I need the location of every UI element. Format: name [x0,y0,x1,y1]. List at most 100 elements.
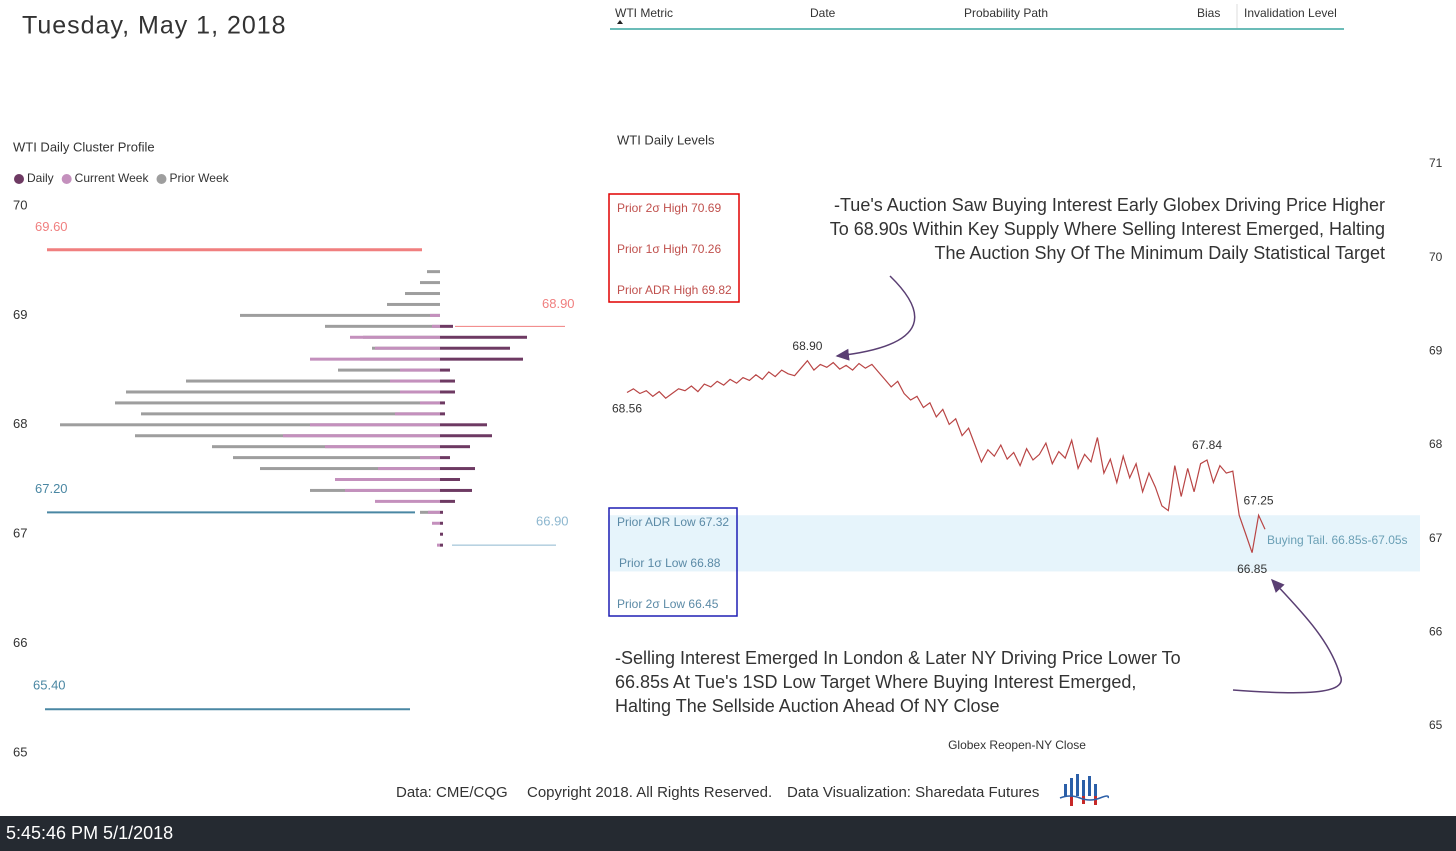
status-bar [0,816,1456,851]
profile-bar [240,313,440,317]
y-tick-label: 65 [1429,718,1443,732]
profile-bar [310,423,440,427]
profile-bar [440,434,492,438]
footer-source: Data: CME/CQG [396,784,508,801]
legend-label: Prior Week [169,171,229,185]
column-header: WTI Metric [615,6,673,20]
reference-label: 69.60 [35,219,68,234]
profile-bar [428,510,440,514]
value-label: 66.85 [1237,562,1267,576]
reference-label: 68.90 [542,296,575,311]
chart-title: WTI Daily Levels [617,132,715,147]
profile-bar [440,445,470,449]
profile-bar [440,543,443,547]
profile-bar [378,467,440,471]
profile-bar [420,401,440,405]
legend-label: Current Week [75,171,150,185]
profile-bar [440,478,460,481]
level-text: Prior 2σ Low 66.45 [617,597,719,611]
annotation: The Auction Shy Of The Minimum Daily Sta… [934,243,1385,263]
band-label: Buying Tail. 66.85s-67.05s [1267,533,1408,547]
profile-bar [395,412,440,416]
y-tick-label: 69 [1429,344,1443,358]
annotation: -Tue's Auction Saw Buying Interest Early… [834,195,1385,215]
profile-bar [400,390,440,394]
profile-bar [400,368,440,372]
profile-bar [440,335,527,339]
level-box [608,193,740,303]
profile-bar [432,521,440,525]
y-tick-label: 70 [13,197,27,212]
table-header: WTI Metric Date Probability Path Bias Invali… [615,6,1337,20]
profile-bar [387,302,440,306]
profile-bar [440,532,443,536]
reference-label: 65.40 [33,678,66,693]
value-label: 68.56 [612,402,642,416]
profile-bar [440,357,523,361]
annotation: Halting The Sellside Auction Ahead Of NY… [615,696,1000,716]
page-title: Tuesday, May 1, 2018 [22,12,287,40]
profile-bar [440,401,445,405]
reference-label: 67.20 [35,481,68,496]
profile-bar [325,445,440,449]
profile-bar [432,324,440,328]
profile-bar [375,499,440,503]
profile-bar [126,390,440,394]
profile-bar [420,281,440,285]
level-text: Prior ADR High 69.82 [617,283,732,297]
chart-title: WTI Daily Cluster Profile [13,139,155,154]
y-tick-label: 65 [13,744,27,759]
profile-bar [283,434,440,438]
profile-bar [440,467,475,471]
profile-bar [440,510,443,514]
price-line [626,359,1266,553]
profile-bar [440,379,455,383]
column-header: Date [810,6,836,20]
value-label: 67.25 [1244,493,1274,507]
y-tick-label: 67 [13,526,27,541]
profile-bar [141,412,440,416]
level-text: Prior 1σ Low 66.88 [619,556,721,570]
profile-bar [115,401,440,405]
profile-bar [375,346,440,350]
profile-bar [437,543,440,547]
logo [1059,774,1110,806]
legend-label: Daily [27,171,54,185]
profile-bar [440,390,455,394]
profile-bar [440,488,472,492]
profile-bar [345,488,440,492]
value-label: 67.84 [1192,438,1222,452]
shaded-band [608,515,1420,572]
profile-bar [60,423,440,427]
level-box [608,507,738,617]
y-tick-label: 68 [1429,437,1443,451]
profile-bar [390,379,440,383]
y-tick-label: 71 [1429,156,1443,170]
profile-bar [440,324,453,328]
annotation-arrow [835,275,916,361]
footer-credit: Data Visualization: Sharedata Futures [787,784,1039,801]
y-tick-label: 67 [1429,531,1443,545]
y-tick-label: 70 [1429,250,1443,264]
column-header: Probability Path [964,6,1048,20]
reference-label: 66.90 [536,514,569,529]
profile-bar [310,357,440,361]
profile-bar [233,456,440,460]
profile-bar [325,324,440,328]
profile-bar [440,499,455,503]
value-label: 68.90 [792,339,822,353]
profile-bar [440,368,450,372]
profile-bar [338,368,440,372]
profile-bar [186,379,440,383]
annotation-arrow [1232,578,1342,694]
y-tick-label: 66 [1429,625,1443,639]
profile-bar [420,456,440,460]
profile-bar [350,335,440,339]
profile-bar [260,467,440,471]
profile-bar [440,423,487,427]
footer-copyright: Copyright 2018. All Rights Reserved. [527,784,772,801]
level-text: Prior 1σ High 70.26 [617,242,721,256]
level-text: Prior ADR Low 67.32 [617,515,729,529]
column-header: Invalidation Level [1244,6,1337,20]
profile-bar [440,456,450,460]
